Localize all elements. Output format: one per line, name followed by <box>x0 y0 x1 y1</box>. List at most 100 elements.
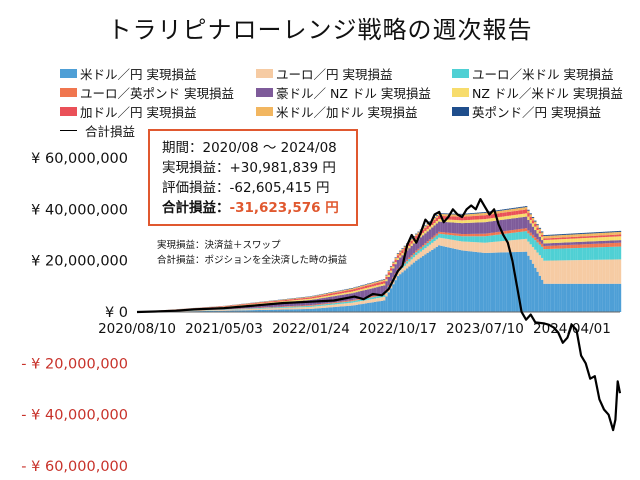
bar-segment <box>371 286 374 289</box>
bar-segment <box>296 298 299 299</box>
bar-segment <box>614 242 617 247</box>
bar-segment <box>367 284 370 286</box>
bar-segment <box>570 237 574 239</box>
bar-segment <box>339 302 342 304</box>
bar-segment <box>472 236 475 243</box>
bar-segment <box>541 246 544 258</box>
bar-segment <box>566 283 569 312</box>
bar-segment <box>213 310 217 311</box>
bar-segment <box>545 249 548 261</box>
bar-segment <box>270 309 274 312</box>
bar-segment <box>227 306 230 307</box>
bar-segment <box>502 219 505 232</box>
bar-segment <box>497 234 500 242</box>
legend-item: 英ポンド／円 実現損益 <box>452 102 630 121</box>
bar-segment <box>570 283 574 312</box>
bar-segment <box>424 244 427 249</box>
bar-segment <box>433 217 436 219</box>
bar-segment <box>515 207 519 209</box>
bar-segment <box>321 296 324 299</box>
bar-segment <box>579 247 583 261</box>
bar-segment <box>380 300 384 312</box>
bar-segment <box>470 216 473 220</box>
bar-segment <box>467 241 471 252</box>
bar-segment <box>280 301 283 303</box>
bar-segment <box>312 304 315 306</box>
bar-segment <box>440 233 443 238</box>
bar-segment <box>355 290 358 293</box>
bar-segment <box>289 306 292 307</box>
bar-segment <box>476 222 480 234</box>
bar-segment <box>618 230 622 232</box>
bar-segment <box>410 240 413 244</box>
bar-segment <box>376 298 379 302</box>
bar-segment <box>573 260 576 284</box>
bar-segment <box>335 304 338 307</box>
bar-segment <box>570 248 574 261</box>
bar-segment <box>600 237 603 241</box>
bar-segment <box>360 304 363 312</box>
bar-segment <box>483 222 487 234</box>
bar-segment <box>513 218 516 230</box>
bar-segment <box>405 250 409 260</box>
bar-segment <box>408 257 411 259</box>
bar-segment <box>415 250 418 253</box>
bar-segment <box>584 232 587 234</box>
bar-segment <box>543 243 546 246</box>
bar-segment <box>458 220 461 223</box>
bar-segment <box>332 303 336 305</box>
bar-segment <box>607 231 610 233</box>
bar-segment <box>593 243 597 248</box>
note-total: 合計損益：ポジションを全決済した時の損益 <box>157 255 348 266</box>
bar-segment <box>305 299 308 301</box>
bar-segment <box>616 240 619 243</box>
bar-segment <box>431 237 434 240</box>
legend-label: 豪ドル／ NZ ドル 実現損益 <box>276 86 431 101</box>
bar-segment <box>309 297 313 299</box>
bar-segment <box>495 234 498 242</box>
bar-segment <box>543 235 546 237</box>
bar-segment <box>465 233 468 237</box>
bar-segment <box>433 237 436 242</box>
bar-segment <box>470 236 473 242</box>
bar-segment <box>531 247 535 264</box>
bar-segment <box>545 234 548 236</box>
bar-segment <box>351 301 354 303</box>
bar-segment <box>241 308 244 310</box>
bar-segment <box>435 215 439 218</box>
bar-segment <box>424 233 427 244</box>
bar-segment <box>353 302 356 306</box>
bar-segment <box>433 222 436 226</box>
bar-segment <box>312 305 315 307</box>
bar-segment <box>490 214 494 219</box>
bar-segment <box>559 260 562 284</box>
bar-segment <box>563 248 567 261</box>
bar-segment <box>499 216 503 221</box>
bar-segment <box>270 302 274 304</box>
bar-segment <box>504 212 507 217</box>
bar-segment <box>206 310 210 312</box>
bar-segment <box>616 231 619 233</box>
bar-segment <box>575 242 578 245</box>
bar-segment <box>538 228 542 232</box>
bar-segment <box>456 222 459 234</box>
bar-segment <box>586 233 590 237</box>
bar-segment <box>609 240 613 244</box>
bar-segment <box>369 302 372 312</box>
bar-segment <box>568 233 571 235</box>
bar-segment <box>467 233 471 237</box>
bar-segment <box>476 252 480 312</box>
bar-segment <box>335 294 338 296</box>
bar-segment <box>442 216 445 220</box>
bar-segment <box>248 303 251 305</box>
bar-segment <box>318 297 322 299</box>
bar-segment <box>199 310 203 312</box>
bar-segment <box>589 259 592 284</box>
bar-segment <box>573 236 576 239</box>
bar-segment <box>605 240 608 244</box>
bar-segment <box>470 251 473 312</box>
bar-segment <box>573 242 576 245</box>
bar-segment <box>605 235 608 237</box>
y-tick-label: - ¥ 40,000,000 <box>21 408 128 424</box>
